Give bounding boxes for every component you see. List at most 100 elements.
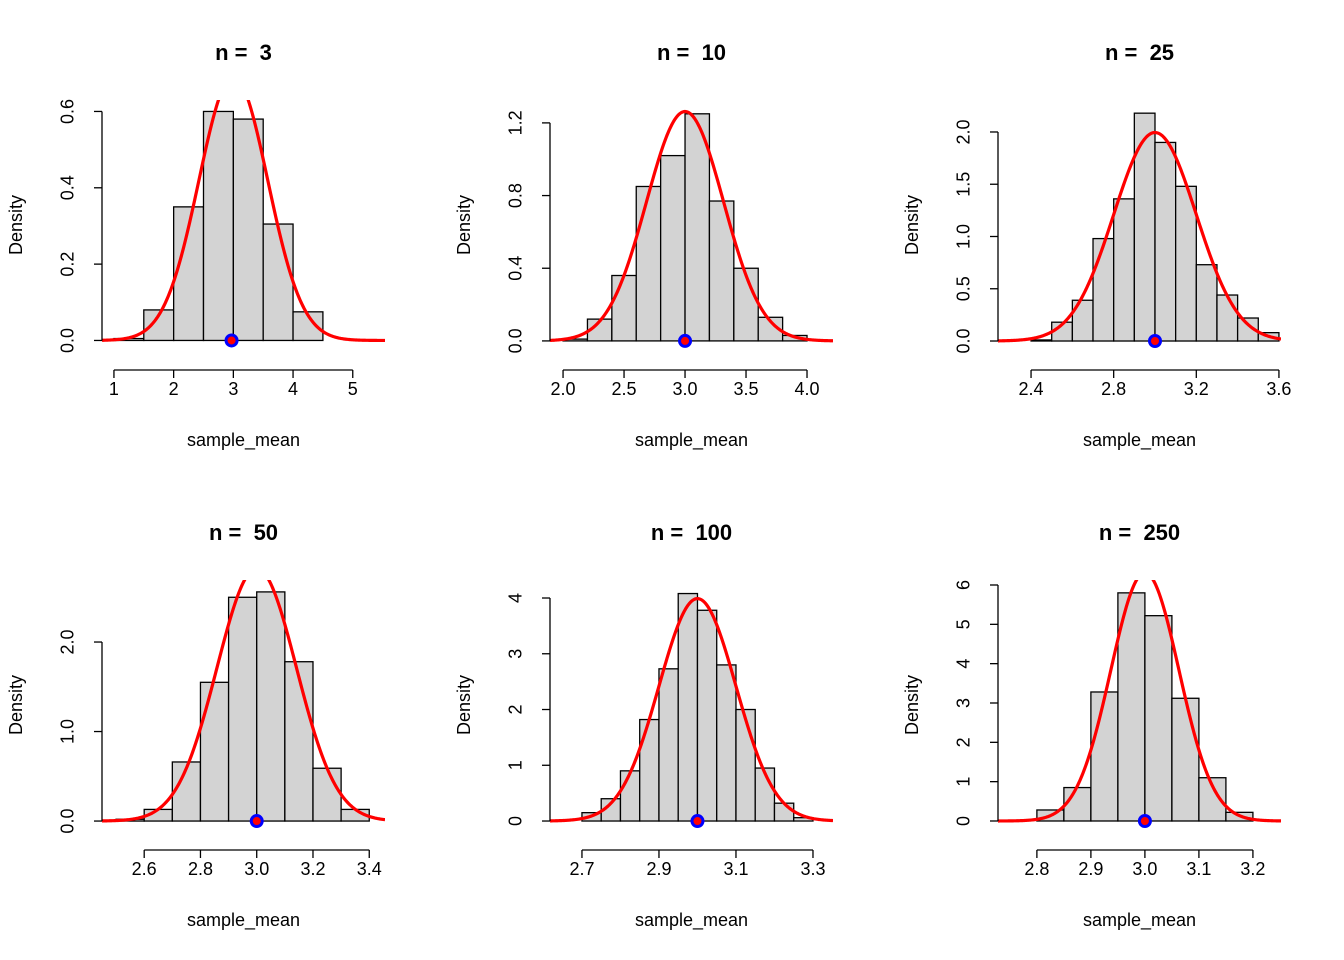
- y-axis-label: Density: [902, 195, 922, 255]
- histogram-bar: [735, 708, 756, 822]
- histogram-bar: [635, 185, 662, 342]
- panel: n = 250 sample_mean Density 2.8 2.9 3.0 3.1 3.2…: [902, 520, 1281, 931]
- y-tick-label: 0.0: [954, 328, 974, 353]
- histogram-bar: [677, 592, 699, 822]
- histogram-bar: [1113, 198, 1135, 342]
- histogram-bar: [1154, 141, 1177, 342]
- y-tick-label: 0.4: [506, 256, 526, 281]
- histogram-bar: [1171, 697, 1200, 822]
- x-tick-label: 4: [288, 379, 298, 399]
- normal-curve: [550, 109, 833, 343]
- normal-curve: [998, 130, 1281, 343]
- histogram-bar: [1030, 339, 1053, 342]
- histogram-bar: [232, 118, 264, 342]
- normal-curve: [102, 580, 385, 823]
- y-tick-label: 2: [954, 737, 974, 747]
- mean-point: [678, 333, 693, 348]
- x-axis-label: sample_mean: [187, 910, 300, 931]
- y-tick-label: 3: [506, 649, 526, 659]
- panel-title: n = 50: [209, 520, 278, 545]
- x-tick-label: 3.0: [673, 379, 698, 399]
- y-tick-label: 4: [506, 593, 526, 603]
- y-tick-label: 1.5: [954, 172, 974, 197]
- x-tick-label: 4.0: [795, 379, 820, 399]
- histogram-bar: [639, 718, 660, 822]
- y-tick-label: 0.4: [58, 175, 78, 200]
- y-tick-label: 5: [954, 619, 974, 629]
- y-tick-label: 0.6: [58, 99, 78, 124]
- x-tick-label: 1: [109, 379, 119, 399]
- y-tick-label: 0.0: [58, 809, 78, 834]
- panel-title: n = 3: [215, 40, 272, 65]
- mean-point: [1137, 813, 1152, 828]
- x-tick-label: 2.8: [1024, 859, 1049, 879]
- y-tick-label: 2.0: [954, 119, 974, 144]
- x-tick-label: 2.7: [569, 859, 594, 879]
- y-tick-label: 1: [954, 777, 974, 787]
- histogram-bar: [619, 770, 641, 822]
- y-tick-label: 0.5: [954, 276, 974, 301]
- x-tick-label: 3: [228, 379, 238, 399]
- normal-curve: [102, 100, 385, 343]
- histogram-bar: [1090, 691, 1119, 822]
- y-tick-label: 1: [506, 760, 526, 770]
- x-tick-label: 3.3: [800, 859, 825, 879]
- histogram-bar: [773, 802, 795, 822]
- mean-point: [249, 814, 264, 829]
- x-tick-label: 3.4: [357, 859, 382, 879]
- y-tick-label: 2.0: [58, 630, 78, 655]
- y-axis-label: Density: [454, 675, 474, 735]
- y-tick-label: 1.0: [58, 719, 78, 744]
- histogram-bar: [1236, 317, 1259, 342]
- x-tick-label: 2.8: [1101, 379, 1126, 399]
- histogram-bar: [256, 591, 286, 822]
- histogram-bar: [1092, 237, 1115, 342]
- x-tick-label: 2.9: [1078, 859, 1103, 879]
- y-tick-label: 1.2: [506, 110, 526, 135]
- panel: n = 25 sample_mean Density 2.4 2.8 3.2 3.6 0.0 0…: [902, 40, 1292, 451]
- normal-curve: [550, 597, 833, 823]
- x-tick-label: 2.4: [1019, 379, 1044, 399]
- x-tick-label: 5: [348, 379, 358, 399]
- histogram-bar: [696, 609, 718, 822]
- y-tick-label: 4: [954, 659, 974, 669]
- x-tick-label: 3.2: [1240, 859, 1265, 879]
- panel-title: n = 25: [1105, 40, 1174, 65]
- panel: n = 50 sample_mean Density 2.6 2.8 3.0 3.2 3.4 0…: [6, 520, 385, 931]
- histogram-bar: [733, 267, 759, 342]
- x-tick-label: 2: [169, 379, 179, 399]
- mean-point: [690, 814, 705, 829]
- x-tick-label: 3.6: [1266, 379, 1291, 399]
- x-axis-label: sample_mean: [635, 430, 748, 451]
- x-tick-label: 3.1: [723, 859, 748, 879]
- panel-title: n = 100: [651, 520, 732, 545]
- y-axis-label: Density: [6, 195, 26, 255]
- histogram-bar: [684, 113, 711, 342]
- x-axis-label: sample_mean: [1083, 430, 1196, 451]
- panel-title: n = 250: [1099, 520, 1180, 545]
- mean-point: [224, 333, 239, 348]
- normal-curve: [998, 580, 1281, 823]
- y-axis-label: Density: [6, 675, 26, 735]
- y-tick-label: 0.0: [58, 328, 78, 353]
- histogram-bar: [659, 154, 686, 342]
- y-tick-label: 0: [506, 816, 526, 826]
- histogram-bar: [284, 661, 314, 822]
- y-axis-label: Density: [902, 675, 922, 735]
- x-tick-label: 2.6: [132, 859, 157, 879]
- histogram-bar: [312, 767, 342, 822]
- x-tick-label: 2.8: [188, 859, 213, 879]
- histogram-bar: [262, 223, 294, 342]
- panel: n = 3 sample_mean Density 1 2 3 4 5 0.0 0.2 0.4 0.6: [6, 40, 385, 451]
- histogram-bar: [1144, 615, 1173, 822]
- y-tick-label: 1.0: [954, 224, 974, 249]
- x-tick-label: 3.2: [1184, 379, 1209, 399]
- histogram-bar: [1063, 786, 1092, 822]
- panel: n = 100 sample_mean Density 2.7 2.9 3.1 3.3 0 1 2…: [454, 520, 833, 931]
- x-axis-label: sample_mean: [187, 430, 300, 451]
- y-tick-label: 0.0: [506, 328, 526, 353]
- x-tick-label: 3.2: [300, 859, 325, 879]
- x-axis-label: sample_mean: [1083, 910, 1196, 931]
